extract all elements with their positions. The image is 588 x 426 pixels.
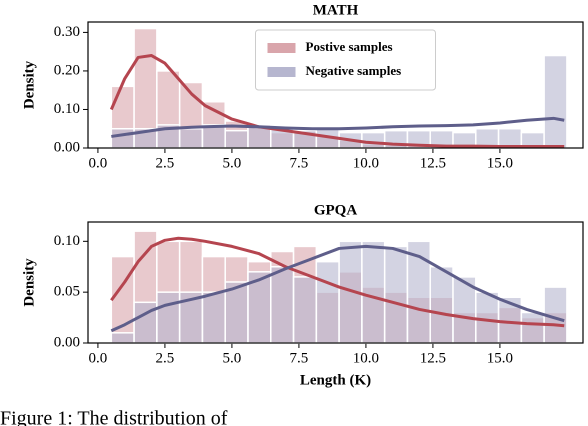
bar [520, 311, 545, 344]
x-tick-label: 7.5 [290, 155, 309, 171]
axes-frame [87, 21, 584, 149]
y-tick-label: 0.10 [54, 233, 80, 249]
bar [361, 131, 386, 149]
y-axis-label: Density [21, 60, 37, 109]
bar [292, 276, 318, 344]
bar [224, 129, 249, 149]
legend-swatch [267, 67, 296, 77]
caption: Figure 1: The distribution of [0, 408, 228, 426]
legend-swatch [267, 43, 296, 53]
x-tick-label: 2.5 [156, 350, 175, 366]
y-tick-label: 0.05 [54, 284, 80, 300]
y-axis-label: Density [21, 258, 37, 307]
bar [361, 240, 386, 344]
x-tick-label: 12.5 [420, 350, 446, 366]
x-tick-label: 2.5 [156, 155, 175, 171]
x-tick-label: 7.5 [290, 350, 309, 366]
bar [383, 245, 409, 344]
kde-line [111, 116, 565, 138]
axes-frame [87, 221, 584, 344]
x-tick-label: 15.0 [487, 155, 513, 171]
x-tick-label: 12.5 [420, 155, 446, 171]
y-tick-label: 0.10 [54, 101, 80, 117]
chart-title: GPQA [314, 202, 357, 218]
bar [156, 291, 181, 344]
x-tick-label: 0.0 [89, 155, 108, 171]
x-tick-label: 10.0 [353, 350, 379, 366]
legend-box [255, 29, 436, 91]
bar [110, 332, 135, 344]
kde-line [110, 244, 565, 333]
y-tick-label: 0.30 [54, 24, 80, 40]
bar [475, 291, 500, 344]
x-tick-label: 15.0 [487, 350, 513, 366]
x-tick-label: 5.0 [223, 155, 242, 171]
legend-label: Postive samples [306, 39, 393, 54]
y-tick-label: 0.00 [54, 139, 80, 155]
kde-line [109, 54, 565, 148]
legend-label: Negative samples [306, 63, 402, 78]
x-axis-label: Length (K) [300, 372, 371, 388]
x-tick-label: 5.0 [223, 350, 242, 366]
bar [315, 260, 340, 344]
bar [110, 127, 135, 149]
bar [543, 54, 568, 149]
bar [178, 127, 204, 149]
bar [201, 124, 226, 149]
y-tick-label: 0.20 [54, 62, 80, 78]
x-tick-label: 10.0 [353, 155, 379, 171]
kde-line [110, 236, 565, 328]
bar [270, 265, 295, 344]
bar [201, 291, 226, 344]
x-tick-label: 0.0 [89, 350, 108, 366]
chart-title: MATH [313, 2, 359, 18]
bar [429, 265, 454, 344]
y-tick-label: 0.00 [54, 334, 80, 350]
